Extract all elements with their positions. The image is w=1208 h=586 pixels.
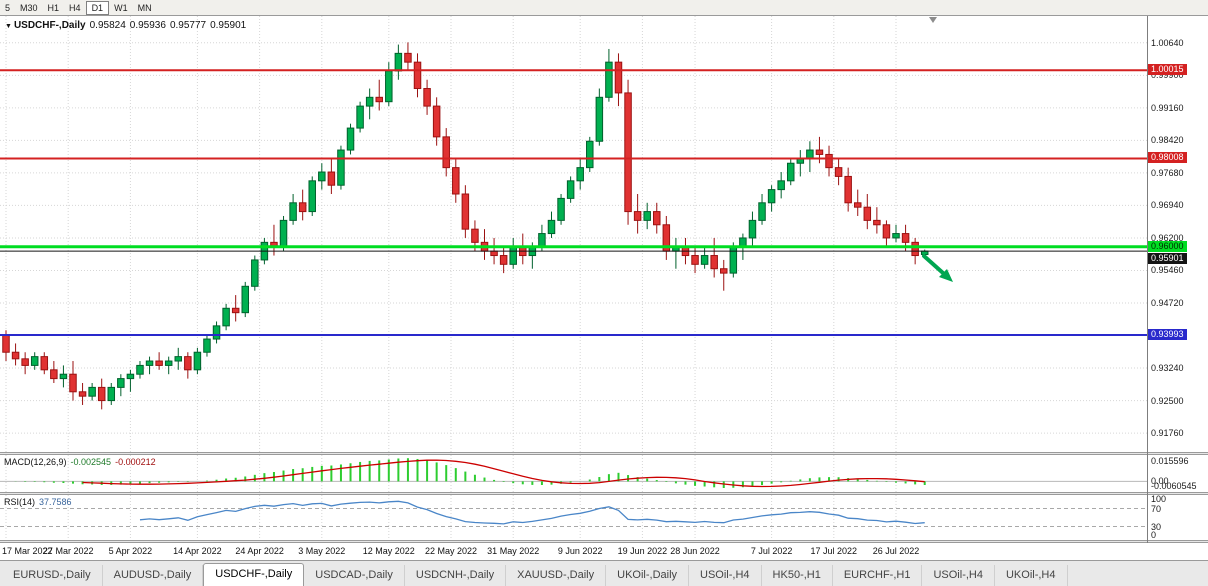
symbol-tab-usoil-h4[interactable]: USOil-,H4 xyxy=(689,565,762,586)
price-axis-label: 0.92500 xyxy=(1151,395,1184,406)
time-axis-label: 17 Mar 2022 xyxy=(2,546,53,556)
price-line-label: 0.96000 xyxy=(1148,240,1187,252)
panel-splitter[interactable] xyxy=(0,492,1208,495)
price-chart[interactable] xyxy=(0,16,1147,452)
panel-splitter[interactable] xyxy=(0,452,1208,455)
macd-axis-label: 0.015596 xyxy=(1151,456,1189,466)
price-axis-label: 0.91760 xyxy=(1151,428,1184,439)
timeframe-button-h1[interactable]: H1 xyxy=(47,2,60,13)
chart-ohlc-header: ▼ USDCHF-,Daily 0.95824 0.95936 0.95777 0.959… xyxy=(5,20,246,31)
timeframe-toolbar: 5 M30 H1 H4 D1 W1 MN xyxy=(0,0,1208,16)
macd-signal-line xyxy=(82,459,925,488)
time-axis-label: 19 Jun 2022 xyxy=(617,546,668,556)
chart-title: USDCHF-,Daily xyxy=(13,20,86,31)
price-axis-label: 0.98420 xyxy=(1151,135,1184,146)
macd-main-value: -0.002545 xyxy=(70,457,112,467)
chart-window-tabbar: EURUSD-,Daily AUDUSD-,Daily USDCHF-,Daily U… xyxy=(0,560,1208,586)
symbol-tab-ukoil-daily[interactable]: UKOil-,Daily xyxy=(606,565,690,586)
time-axis-label: 3 May 2022 xyxy=(298,546,346,556)
trend-arrow[interactable] xyxy=(922,254,953,282)
rsi-axis-label: 0 xyxy=(1151,530,1157,540)
price-line-label: 0.98008 xyxy=(1148,152,1187,164)
rsi-axis-label: 100 xyxy=(1151,494,1167,504)
timeframe-button-m30[interactable]: M30 xyxy=(20,2,38,13)
quote-open: 0.95824 xyxy=(89,20,126,31)
symbol-tab-eurusd-daily[interactable]: EURUSD-,Daily xyxy=(2,565,103,586)
price-axis-label: 0.97680 xyxy=(1151,167,1184,178)
quote-high: 0.95936 xyxy=(129,20,166,31)
macd-name: MACD(12,26,9) xyxy=(4,457,67,467)
price-axis-label: 1.00640 xyxy=(1151,37,1184,48)
macd-axis-label: -0.0060545 xyxy=(1151,481,1197,491)
panel-splitter[interactable] xyxy=(0,540,1208,543)
rsi-line xyxy=(139,500,925,525)
rsi-axis-label: 30 xyxy=(1151,521,1162,532)
quote-low: 0.95777 xyxy=(169,20,207,31)
price-axis-label: 0.94720 xyxy=(1151,298,1184,308)
time-axis-label: 22 May 2022 xyxy=(424,546,478,556)
price-axis-label: 0.95460 xyxy=(1151,265,1184,276)
rsi-axis-label: 70 xyxy=(1151,503,1162,514)
macd-axis-label: 0.00 xyxy=(1151,476,1169,487)
symbol-tab-usdcnh-daily[interactable]: USDCNH-,Daily xyxy=(405,565,507,586)
macd-indicator-label: MACD(12,26,9) -0.002545 -0.000212 xyxy=(4,457,156,467)
price-axis-label: 0.99900 xyxy=(1151,70,1184,81)
symbol-dropdown-icon[interactable]: ▼ xyxy=(5,23,12,30)
price-axis-label: 0.96940 xyxy=(1151,200,1184,211)
rsi-indicator-label: RSI(14) 37.7586 xyxy=(4,497,72,507)
timeframe-button-h4[interactable]: H4 xyxy=(69,2,81,13)
rsi-panel[interactable] xyxy=(0,495,1147,540)
rsi-value: 37.7586 xyxy=(39,497,72,507)
time-axis-label: 14 Apr 2022 xyxy=(173,546,222,556)
time-axis-label: 26 Jul 2022 xyxy=(872,546,920,556)
axis-divider xyxy=(1147,16,1148,543)
candles xyxy=(2,42,929,410)
time-axis-label: 12 May 2022 xyxy=(362,546,415,556)
time-axis-label: 27 Mar 2022 xyxy=(42,546,94,556)
price-line-label: 0.95901 xyxy=(1148,252,1187,264)
symbol-tab-usdcad-daily[interactable]: USDCAD-,Daily xyxy=(304,565,405,586)
price-line-label: 0.93993 xyxy=(1148,328,1187,340)
time-axis-label: 31 May 2022 xyxy=(487,546,540,556)
symbol-tab-usdchf-daily[interactable]: USDCHF-,Daily xyxy=(203,563,305,586)
timeframe-button-w1[interactable]: W1 xyxy=(114,2,128,13)
time-axis[interactable]: 17 Mar 2022 27 Mar 2022 5 Apr 2022 14 Apr 2… xyxy=(0,543,1147,560)
quote-close: 0.95901 xyxy=(210,20,247,31)
price-axis-label: 0.99160 xyxy=(1151,102,1184,113)
price-axis-label: 0.93240 xyxy=(1151,363,1184,374)
price-line-label: 1.00015 xyxy=(1148,64,1187,76)
timeframe-button-d1[interactable]: D1 xyxy=(85,0,110,15)
symbol-tab-usoil-h4[interactable]: USOil-,H4 xyxy=(922,565,995,586)
price-axis-label: 0.96200 xyxy=(1151,232,1184,243)
time-axis-label: 9 Jun 2022 xyxy=(557,546,603,556)
macd-panel[interactable] xyxy=(0,455,1147,492)
grid xyxy=(0,16,1147,452)
chart-shift-marker-icon xyxy=(929,17,937,23)
symbol-tab-audusd-daily[interactable]: AUDUSD-,Daily xyxy=(103,565,204,586)
symbol-tab-eurchf-h1[interactable]: EURCHF-,H1 xyxy=(833,565,923,586)
symbol-tab-xauusd-daily[interactable]: XAUUSD-,Daily xyxy=(506,565,607,586)
time-axis-label: 5 Apr 2022 xyxy=(108,546,153,556)
timeframe-button-5[interactable]: 5 xyxy=(5,2,11,13)
symbol-tab-hk50-h1[interactable]: HK50-,H1 xyxy=(762,565,833,586)
rsi-name: RSI(14) xyxy=(4,497,36,507)
horizontal-lines[interactable] xyxy=(0,69,1147,336)
time-axis-label: 7 Jul 2022 xyxy=(750,546,793,556)
time-axis-label: 17 Jul 2022 xyxy=(810,546,858,556)
time-axis-label: 24 Apr 2022 xyxy=(235,546,284,556)
macd-signal-value: -0.000212 xyxy=(115,457,156,467)
symbol-tab-ukoil-h4[interactable]: UKOil-,H4 xyxy=(995,565,1068,586)
timeframe-button-mn[interactable]: MN xyxy=(137,2,152,13)
time-axis-label: 28 Jun 2022 xyxy=(670,546,720,556)
